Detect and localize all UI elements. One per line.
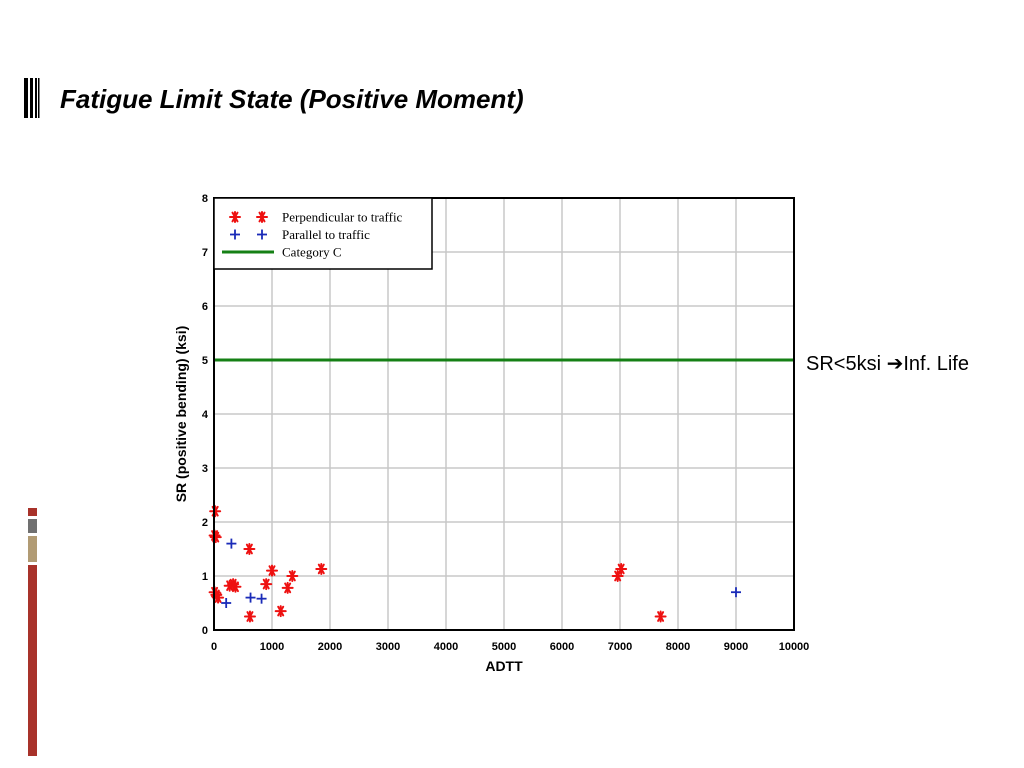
perpendicular-point — [229, 580, 242, 593]
perpendicular-point — [209, 505, 222, 518]
legend-label: Category C — [282, 245, 342, 260]
y-tick-label: 4 — [202, 409, 209, 421]
grid-lines — [214, 198, 794, 630]
perpendicular-point — [286, 570, 299, 582]
perpendicular-point — [266, 564, 278, 577]
perpendicular-point — [274, 605, 287, 618]
y-tick-label: 1 — [202, 571, 208, 583]
parallel-point — [256, 593, 267, 604]
x-tick-label: 10000 — [779, 641, 810, 653]
perpendicular-point — [615, 562, 628, 575]
y-axis-label: SR (positive bending) (ksi) — [173, 326, 189, 503]
x-tick-label: 7000 — [608, 641, 632, 653]
y-tick-label: 0 — [202, 625, 208, 637]
annotation-result: Inf. Life — [903, 353, 969, 375]
side-decoration — [28, 508, 38, 756]
y-tick-label: 5 — [202, 355, 208, 367]
legend-label: Parallel to traffic — [282, 227, 370, 242]
x-tick-label: 6000 — [550, 641, 574, 653]
axis-ticks: 0 1000 2000 3000 4000 5000 6000 7000 8000 9000 100… — [202, 193, 809, 653]
x-tick-label: 0 — [211, 641, 217, 653]
perpendicular-point — [315, 562, 328, 575]
x-tick-label: 3000 — [376, 641, 400, 653]
x-tick-label: 9000 — [724, 641, 748, 653]
infinite-life-annotation: SR<5ksi ➔Inf. Life — [806, 351, 969, 376]
parallel-point — [226, 538, 237, 549]
legend-label: Perpendicular to traffic — [282, 210, 403, 225]
y-tick-label: 7 — [202, 247, 208, 259]
deco-red-bar — [28, 565, 37, 756]
perpendicular-point — [260, 578, 273, 591]
y-tick-label: 6 — [202, 301, 208, 313]
x-tick-label: 2000 — [318, 641, 342, 653]
parallel-point — [221, 598, 232, 608]
perpendicular-point — [243, 543, 256, 555]
legend-parallel-marker — [257, 229, 267, 240]
deco-gray-square — [28, 519, 37, 533]
legend-perpendicular-marker — [256, 211, 268, 223]
y-tick-label: 3 — [202, 463, 208, 475]
annotation-text: SR<5ksi — [806, 353, 887, 375]
perpendicular-point — [281, 581, 294, 594]
arrow-right-icon: ➔ — [886, 353, 904, 375]
legend: Perpendicular to traffic Parallel to traf… — [213, 197, 433, 270]
parallel-point — [731, 587, 741, 598]
deco-tan-block — [28, 536, 37, 562]
x-tick-label: 8000 — [666, 641, 690, 653]
data-points — [208, 505, 741, 623]
legend-perpendicular-marker — [229, 211, 241, 223]
plot-frame — [213, 197, 795, 631]
title-bullet-icon — [24, 78, 40, 118]
deco-red-square — [28, 508, 37, 516]
perpendicular-point — [243, 610, 256, 623]
x-axis-label: ADTT — [485, 658, 523, 674]
y-tick-label: 8 — [202, 193, 208, 205]
legend-box — [213, 197, 433, 270]
y-tick-label: 2 — [202, 517, 208, 529]
x-tick-label: 5000 — [492, 641, 516, 653]
parallel-point — [245, 592, 256, 603]
perpendicular-point — [654, 610, 667, 623]
x-tick-label: 1000 — [260, 641, 284, 653]
slide-title: Fatigue Limit State (Positive Moment) — [60, 84, 524, 114]
x-tick-label: 4000 — [434, 641, 458, 653]
legend-parallel-marker — [230, 229, 240, 240]
